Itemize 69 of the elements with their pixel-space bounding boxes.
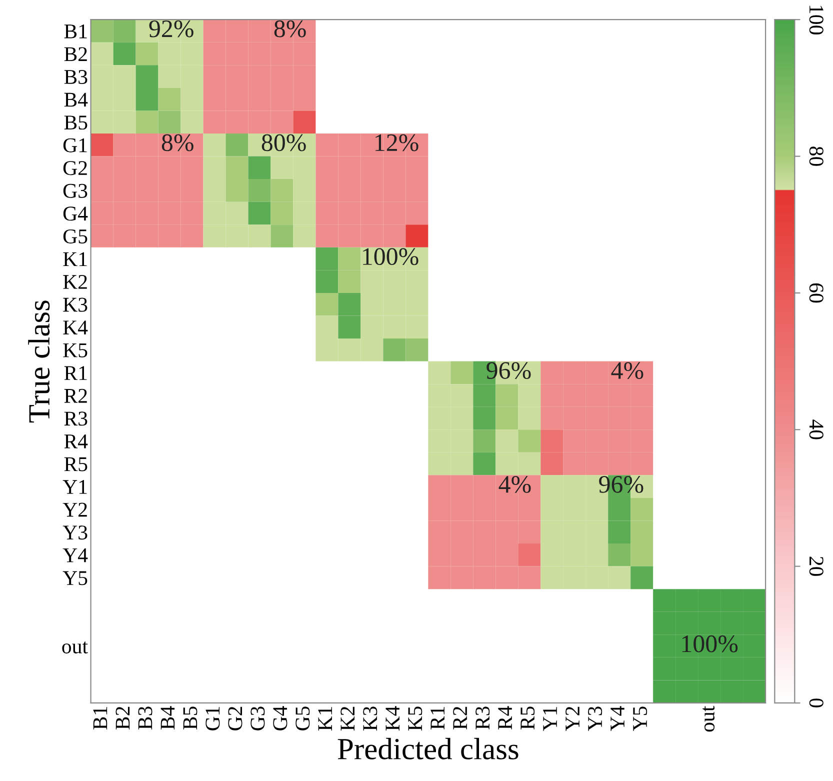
y-tick-label: B5 (64, 116, 88, 130)
x-tick-label: R5 (520, 706, 535, 730)
y-tick-label: R5 (64, 457, 88, 472)
y-tick-label: G5 (63, 229, 88, 244)
x-tick-label: B2 (116, 706, 130, 730)
y-tick-label: R3 (64, 412, 88, 426)
y-tick-label: B4 (64, 92, 88, 107)
y-tick-label: K5 (63, 343, 88, 358)
x-axis-title: Predicted class (338, 738, 518, 760)
x-tick-label: Y2 (566, 706, 580, 731)
x-tick-label: R1 (430, 707, 444, 730)
y-tick-label: G3 (63, 184, 88, 198)
x-tick-label: B1 (93, 707, 108, 730)
color-bar-label: 20 (809, 556, 824, 576)
y-tick-label: R4 (64, 434, 88, 448)
y-tick-label: Y2 (62, 502, 87, 517)
y-tick-label: Y3 (62, 526, 88, 540)
color-bar-label: 0 (809, 698, 824, 708)
x-tick-label: Y1 (543, 707, 557, 731)
x-tick-label: Y3 (588, 706, 602, 731)
annotation: 80% (262, 134, 306, 152)
x-tick-label: G2 (228, 706, 242, 730)
y-tick-label: R2 (64, 388, 87, 403)
x-tick-label: G4 (273, 706, 288, 730)
y-tick-label: G4 (63, 206, 88, 221)
annotation: 8% (162, 134, 194, 152)
annotation: 12% (376, 134, 418, 152)
x-tick-label: K3 (363, 706, 378, 731)
annotation: 4% (498, 476, 531, 493)
x-tick-label: K1 (318, 707, 332, 731)
x-tick-label: G5 (296, 706, 310, 730)
y-tick-label: K3 (63, 298, 88, 312)
x-tick-label: G1 (206, 707, 220, 730)
x-tick-label: R4 (498, 706, 512, 730)
color-bar-label: 100 (809, 6, 824, 34)
y-tick-label: Y5 (62, 571, 88, 586)
x-tick-label: G3 (250, 706, 265, 730)
color-bar-label: 80 (809, 146, 824, 166)
color-bar-label: 40 (809, 420, 824, 440)
x-tick-label: K5 (408, 706, 422, 731)
y-tick-label: Y4 (62, 548, 88, 562)
annotation: 100% (363, 248, 418, 266)
x-tick-label: B3 (138, 706, 152, 730)
x-tick-label: out (702, 706, 715, 732)
x-tick-label: R3 (476, 706, 490, 730)
x-tick-label: K4 (386, 706, 400, 731)
y-tick-label: R1 (64, 366, 87, 380)
annotation: 4% (611, 362, 644, 380)
x-tick-label: K2 (340, 706, 354, 731)
x-tick-label: Y4 (610, 706, 624, 731)
y-tick-label: B2 (64, 47, 87, 62)
y-tick-label: B1 (64, 24, 87, 38)
x-tick-label: Y5 (633, 706, 648, 731)
x-tick-label: B5 (183, 706, 198, 730)
y-axis-title: True class (28, 300, 50, 423)
x-tick-label: R2 (453, 706, 467, 730)
y-tick-label: K1 (63, 252, 87, 266)
annotation: 92% (149, 20, 194, 38)
x-tick-label: B4 (160, 706, 175, 730)
y-tick-label: G2 (63, 161, 87, 176)
y-tick-label: B3 (64, 70, 88, 84)
annotation: 100% (682, 635, 738, 652)
color-bar-label: 60 (809, 283, 824, 303)
y-tick-label: K2 (63, 274, 87, 289)
y-tick-label: out (62, 642, 88, 654)
y-tick-label: G1 (63, 138, 87, 152)
annotation: 8% (274, 20, 306, 38)
y-tick-label: Y1 (62, 480, 87, 494)
y-tick-label: K4 (63, 320, 88, 334)
